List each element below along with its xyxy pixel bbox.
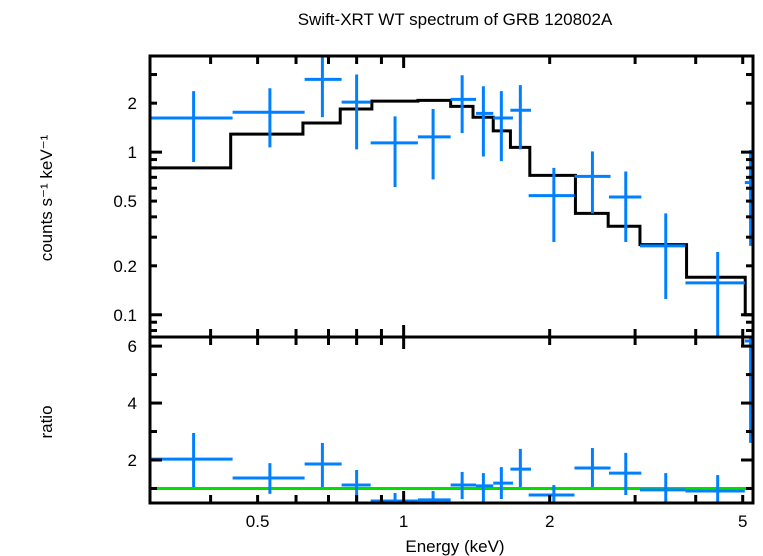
- ratio-point: [574, 448, 611, 488]
- ratio-point: [450, 471, 477, 500]
- x-tick-label: 5: [738, 512, 747, 531]
- chart-title: Swift-XRT WT spectrum of GRB 120802A: [298, 10, 613, 29]
- ratio-point: [528, 485, 575, 503]
- x-tick-label: 2: [545, 512, 554, 531]
- data-point: [232, 88, 305, 148]
- data-point: [304, 56, 342, 118]
- data-point: [341, 74, 371, 150]
- y-tick-label: 0.5: [113, 192, 137, 211]
- ratio-y-tick-label: 4: [128, 394, 137, 413]
- ratio-point: [232, 463, 305, 494]
- ratio-point: [417, 491, 451, 503]
- y-axis-label-spectrum: counts s⁻¹ keV⁻¹: [37, 134, 56, 261]
- spectrum-panel: [150, 56, 753, 337]
- y-axis-label-ratio: ratio: [37, 405, 56, 438]
- data-point: [450, 75, 477, 134]
- ratio-point: [476, 473, 494, 502]
- x-tick-label: 1: [399, 512, 408, 531]
- y-tick-label: 0.2: [113, 257, 137, 276]
- ratio-y-tick-label: 2: [128, 451, 137, 470]
- data-point: [574, 151, 611, 214]
- x-axis-label: Energy (keV): [405, 537, 504, 556]
- data-point: [417, 109, 451, 180]
- ratio-point: [304, 442, 342, 488]
- data-point: [608, 171, 642, 243]
- ratio-frame: [148, 335, 755, 505]
- ratio-point: [370, 493, 418, 503]
- data-point: [510, 85, 531, 150]
- y-tick-label: 0.1: [113, 306, 137, 325]
- data-point: [528, 167, 575, 243]
- data-point: [370, 116, 418, 188]
- data-point: [476, 86, 494, 157]
- data-point: [150, 91, 233, 162]
- y-tick-label: 2: [128, 94, 137, 113]
- axes: 0.5 1 2 5 2 1 0.5 0.2 0.1 2 4 6: [113, 54, 755, 531]
- data-point: [493, 91, 513, 162]
- ratio-y-tick-label: 6: [128, 337, 137, 356]
- ratio-point: [608, 452, 642, 496]
- ratio-point: [493, 467, 513, 500]
- data-point: [685, 252, 745, 337]
- ratio-panel: [150, 337, 753, 503]
- y-tick-label: 1: [128, 143, 137, 162]
- ratio-point: [150, 432, 233, 488]
- x-tick-label: 0.5: [246, 512, 270, 531]
- data-point: [639, 213, 686, 300]
- model-step-line: [150, 98, 753, 317]
- ratio-point: [510, 448, 531, 488]
